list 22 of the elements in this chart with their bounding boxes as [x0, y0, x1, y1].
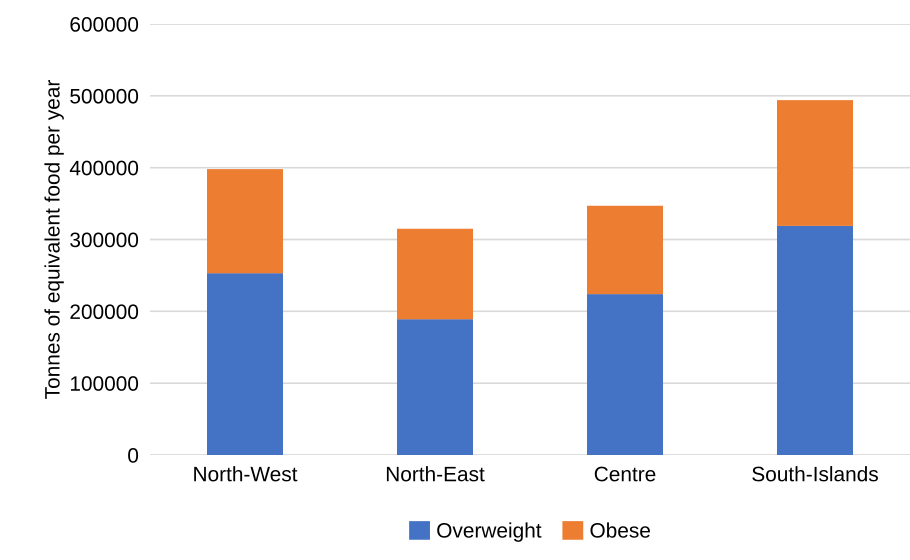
bar: [397, 319, 473, 455]
bar: [207, 273, 283, 455]
bar: [777, 226, 853, 455]
y-tick-label: 400000: [70, 160, 138, 176]
bar: [587, 206, 663, 294]
y-tick-label: 500000: [70, 88, 138, 104]
y-tick-label: 600000: [70, 17, 138, 32]
x-tick-label: North-West: [194, 466, 298, 482]
y-tick-label: 300000: [70, 232, 138, 248]
bar: [777, 100, 853, 226]
x-tick-label: Centre: [594, 466, 656, 482]
y-tick-label: 0: [128, 448, 138, 463]
y-tick-label: 200000: [70, 304, 138, 320]
bar: [207, 169, 283, 274]
y-tick-label: 100000: [70, 376, 138, 391]
legend-label: Overweight: [437, 522, 542, 542]
bar: [397, 228, 473, 320]
x-tick-label: North-East: [386, 466, 485, 482]
bar: [587, 294, 663, 455]
legend-label: Obese: [590, 522, 650, 538]
x-tick-label: South-Islands: [752, 466, 878, 482]
y-axis-title: Tonnes of equivalent food per year: [44, 80, 64, 399]
